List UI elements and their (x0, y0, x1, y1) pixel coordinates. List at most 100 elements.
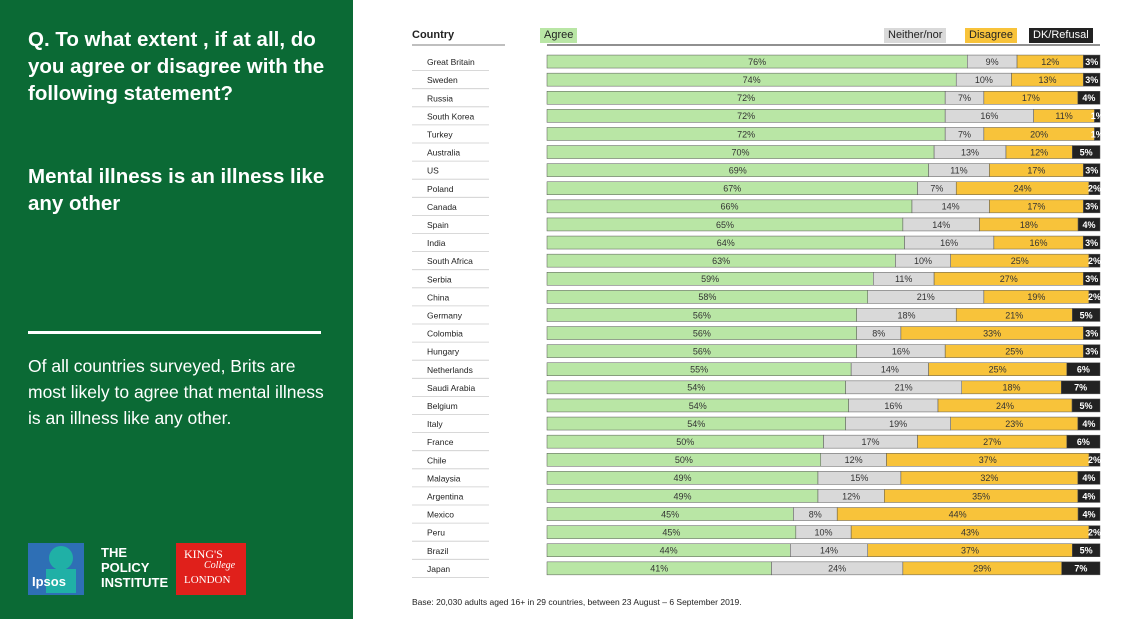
country-label: Brazil (427, 546, 448, 556)
data-label-dk-refusal: 2% (1088, 256, 1101, 266)
data-label-neither: 7% (958, 129, 971, 139)
data-label-disagree: 17% (1022, 93, 1040, 103)
data-label-neither: 14% (932, 220, 950, 230)
data-label-neither: 13% (961, 147, 979, 157)
bar-segment-dk-refusal (1083, 326, 1101, 340)
divider (28, 331, 321, 334)
data-label-disagree: 20% (1030, 129, 1048, 139)
data-label-disagree: 29% (973, 564, 991, 574)
data-label-agree: 69% (729, 165, 747, 175)
bar-segment-dk-refusal (1083, 163, 1101, 177)
bar-segment-dk-refusal (1094, 127, 1101, 141)
bar-segment-dk-refusal (1077, 91, 1101, 105)
data-label-agree: 72% (737, 129, 755, 139)
data-label-neither: 21% (895, 383, 913, 393)
country-label: Sweden (427, 75, 458, 85)
summary-text: Of all countries surveyed, Brits are mos… (28, 356, 324, 428)
data-label-dk-refusal: 4% (1082, 93, 1095, 103)
data-label-disagree: 37% (961, 546, 979, 556)
data-label-disagree: 18% (1020, 220, 1038, 230)
country-label: South Africa (427, 256, 473, 266)
ipsos-logo: Ipsos (28, 543, 84, 595)
data-label-disagree: 33% (983, 328, 1001, 338)
country-label: Canada (427, 202, 457, 212)
data-label-dk-refusal: 3% (1085, 202, 1098, 212)
data-label-neither: 8% (872, 328, 885, 338)
data-label-dk-refusal: 5% (1080, 401, 1093, 411)
data-label-agree: 54% (687, 419, 705, 429)
bar-segment-dk-refusal (1083, 272, 1101, 286)
data-label-disagree: 18% (1003, 383, 1021, 393)
data-label-dk-refusal: 4% (1082, 419, 1095, 429)
bar-segment-dk-refusal (1088, 181, 1101, 195)
data-label-neither: 21% (917, 292, 935, 302)
data-label-neither: 10% (914, 256, 932, 266)
data-label-neither: 12% (845, 455, 863, 465)
country-label: US (427, 166, 439, 176)
data-label-agree: 54% (687, 383, 705, 393)
country-label: Netherlands (427, 365, 473, 375)
legend-neither: Neither/nor (884, 28, 947, 43)
data-label-agree: 54% (689, 401, 707, 411)
data-label-agree: 58% (698, 292, 716, 302)
data-label-neither: 11% (950, 165, 967, 175)
bar-segment-dk-refusal (1072, 145, 1101, 159)
country-label: Mexico (427, 510, 454, 520)
data-label-neither: 16% (892, 346, 910, 356)
data-label-dk-refusal: 3% (1085, 328, 1098, 338)
data-label-agree: 72% (737, 111, 755, 121)
data-label-dk-refusal: 4% (1083, 220, 1096, 230)
data-label-disagree: 44% (949, 509, 967, 519)
data-label-dk-refusal: 6% (1077, 365, 1090, 375)
data-label-dk-refusal: 5% (1080, 546, 1093, 556)
data-label-disagree: 12% (1041, 57, 1059, 67)
country-label: Australia (427, 148, 460, 158)
bar-segment-dk-refusal (1083, 344, 1101, 358)
data-label-agree: 44% (660, 546, 678, 556)
bar-segment-dk-refusal (1088, 525, 1101, 539)
stacked-bar-chart: Great Britain 76% 9% 12% 3% Sweden 74% 10% 13% 3%… (353, 0, 1128, 619)
country-label: Chile (427, 455, 447, 465)
bar-segment-dk-refusal (1083, 199, 1101, 214)
bar-segment-dk-refusal (1061, 561, 1101, 576)
bar-segment-dk-refusal (1083, 54, 1101, 69)
data-label-agree: 50% (675, 455, 693, 465)
data-label-neither: 11% (895, 274, 912, 284)
data-label-disagree: 11% (1055, 111, 1072, 121)
bar-segment-dk-refusal (1077, 471, 1101, 485)
logos: Ipsos THE POLICY INSTITUTE KING'S Colleg… (28, 543, 258, 595)
data-label-agree: 41% (650, 564, 668, 574)
country-label: Japan (427, 564, 450, 574)
data-label-disagree: 27% (1000, 274, 1018, 284)
country-label: Malaysia (427, 473, 461, 483)
data-label-dk-refusal: 2% (1088, 527, 1101, 537)
country-label: Colombia (427, 329, 463, 339)
policy-institute-line: THE (101, 545, 127, 560)
data-label-disagree: 19% (1027, 292, 1045, 302)
data-label-neither: 16% (884, 401, 902, 411)
country-label: Poland (427, 184, 454, 194)
data-label-disagree: 37% (979, 455, 997, 465)
data-label-disagree: 12% (1030, 147, 1048, 157)
data-label-dk-refusal: 5% (1080, 310, 1093, 320)
data-label-disagree: 43% (961, 527, 979, 537)
data-label-neither: 17% (861, 437, 879, 447)
policy-institute-line: POLICY (101, 560, 150, 575)
data-label-agree: 56% (693, 310, 711, 320)
left-panel: Q. To what extent , if at all, do you ag… (0, 0, 353, 619)
country-label: Germany (427, 310, 463, 320)
country-label: Argentina (427, 491, 464, 501)
country-label: Turkey (427, 129, 453, 139)
data-label-dk-refusal: 2% (1088, 184, 1101, 194)
data-label-neither: 10% (814, 527, 832, 537)
data-label-neither: 9% (986, 57, 999, 67)
data-label-agree: 50% (676, 437, 694, 447)
data-label-disagree: 24% (996, 401, 1014, 411)
data-label-dk-refusal: 2% (1088, 292, 1101, 302)
data-label-agree: 67% (723, 184, 741, 194)
bar-segment-dk-refusal (1061, 380, 1101, 395)
legend-agree: Agree (540, 28, 578, 43)
country-label: Russia (427, 93, 453, 103)
data-label-disagree: 25% (989, 365, 1007, 375)
data-label-neither: 16% (980, 111, 998, 121)
